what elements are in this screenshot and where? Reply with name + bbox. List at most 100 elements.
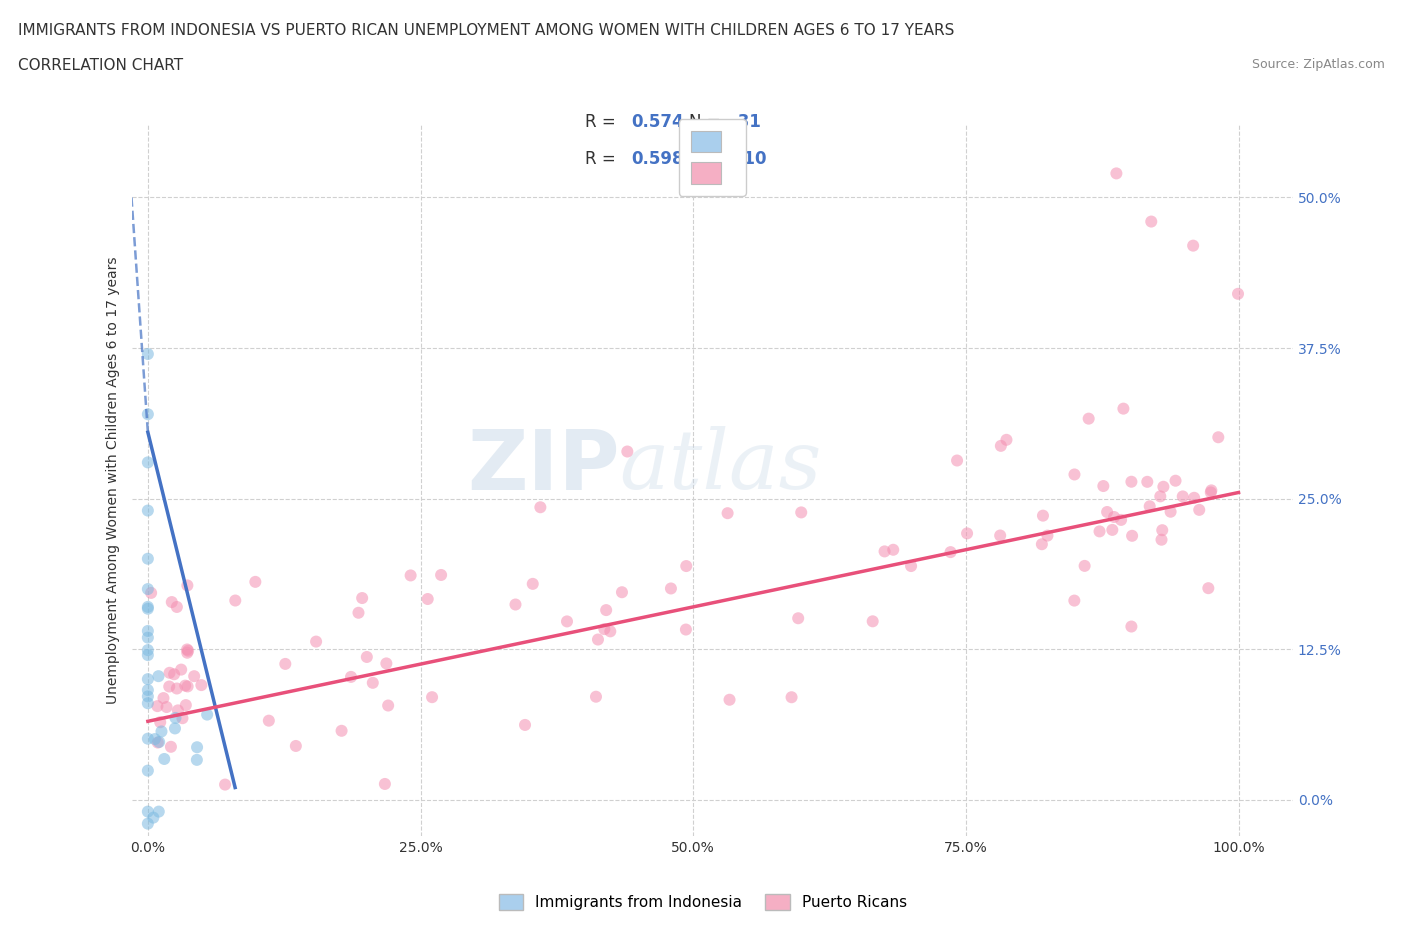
Point [956, 526, 979, 541]
Point [416, 591, 439, 606]
Point [1197, 580, 1219, 595]
Legend: , : , [679, 119, 745, 195]
Point [136, 631, 159, 645]
Point [1031, 537, 1053, 551]
Point [1036, 528, 1059, 543]
Point [136, 817, 159, 831]
Point [1121, 619, 1143, 634]
Point [149, 715, 172, 730]
Point [150, 724, 173, 739]
Point [1105, 166, 1128, 180]
Point [136, 623, 159, 638]
Point [1199, 485, 1222, 500]
Point [1109, 512, 1132, 527]
Point [284, 738, 307, 753]
Point [274, 657, 297, 671]
Point [1152, 523, 1174, 538]
Point [787, 611, 810, 626]
Point [167, 703, 190, 718]
Point [176, 679, 198, 694]
Point [585, 689, 607, 704]
Point [257, 713, 280, 728]
Point [177, 644, 200, 658]
Point [142, 810, 165, 825]
Point [1149, 489, 1171, 504]
Point [143, 732, 166, 747]
Point [522, 577, 544, 591]
Point [716, 506, 738, 521]
Point [136, 602, 159, 617]
Point [148, 669, 170, 684]
Text: Source: ZipAtlas.com: Source: ZipAtlas.com [1251, 58, 1385, 71]
Point [1182, 238, 1205, 253]
Y-axis label: Unemployment Among Women with Children Ages 6 to 17 years: Unemployment Among Women with Children A… [107, 257, 121, 704]
Point [190, 678, 212, 693]
Point [1136, 474, 1159, 489]
Point [377, 698, 399, 713]
Point [153, 751, 176, 766]
Point [375, 656, 398, 671]
Point [352, 591, 374, 605]
Point [170, 662, 193, 677]
Point [330, 724, 353, 738]
Point [356, 649, 378, 664]
Point [555, 614, 578, 629]
Point [1208, 430, 1230, 445]
Point [146, 735, 169, 750]
Point [586, 632, 609, 647]
Point [186, 739, 208, 754]
Point [374, 777, 396, 791]
Point [1032, 508, 1054, 523]
Point [659, 581, 682, 596]
Point [1073, 558, 1095, 573]
Point [718, 692, 741, 707]
Point [136, 643, 159, 658]
Point [1140, 214, 1163, 229]
Point [529, 499, 551, 514]
Point [599, 624, 621, 639]
Point [155, 699, 177, 714]
Point [1152, 479, 1174, 494]
Point [136, 764, 159, 778]
Text: 110: 110 [733, 151, 766, 168]
Point [995, 432, 1018, 447]
Point [136, 347, 159, 362]
Point [214, 777, 236, 792]
Point [1201, 483, 1223, 498]
Point [195, 707, 218, 722]
Point [1095, 505, 1118, 520]
Point [430, 567, 453, 582]
Point [513, 717, 536, 732]
Point [939, 545, 962, 560]
Point [172, 711, 194, 725]
Point [990, 438, 1012, 453]
Point [136, 600, 159, 615]
Point [183, 669, 205, 684]
Point [347, 605, 370, 620]
Point [224, 593, 246, 608]
Point [1092, 479, 1115, 494]
Point [1160, 504, 1182, 519]
Point [166, 600, 188, 615]
Point [1063, 467, 1085, 482]
Point [1171, 489, 1194, 504]
Point [157, 679, 180, 694]
Point [160, 594, 183, 609]
Point [1164, 473, 1187, 488]
Text: 0.598: 0.598 [631, 151, 683, 168]
Point [305, 634, 328, 649]
Text: N =: N = [689, 151, 725, 168]
Text: IMMIGRANTS FROM INDONESIA VS PUERTO RICAN UNEMPLOYMENT AMONG WOMEN WITH CHILDREN: IMMIGRANTS FROM INDONESIA VS PUERTO RICA… [18, 23, 955, 38]
Point [136, 731, 159, 746]
Point [159, 665, 181, 680]
Point [176, 642, 198, 657]
Point [174, 678, 197, 693]
Point [790, 505, 813, 520]
Point [166, 681, 188, 696]
Point [136, 689, 159, 704]
Point [361, 675, 384, 690]
Point [245, 575, 267, 590]
Point [862, 614, 884, 629]
Point [1139, 498, 1161, 513]
Point [420, 690, 443, 705]
